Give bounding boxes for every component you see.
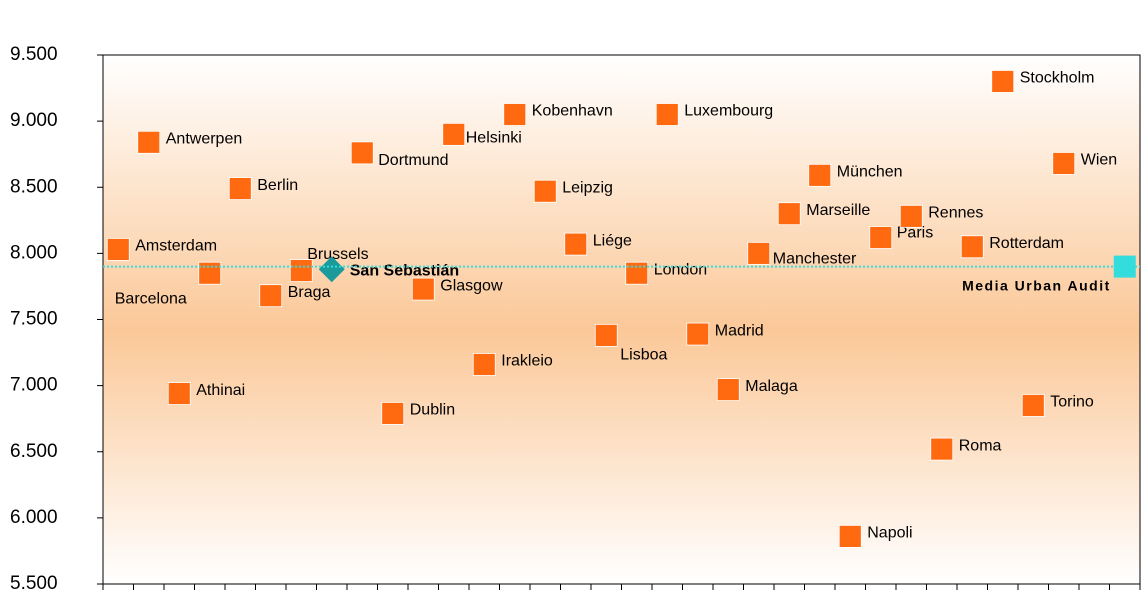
point-label: Torino — [1050, 394, 1094, 411]
point-label: Braga — [288, 284, 331, 301]
point-label: Brussels — [307, 246, 368, 263]
y-tick-label: 8.500 — [10, 176, 58, 197]
point — [930, 437, 954, 461]
highlight-marker — [318, 256, 345, 283]
point — [167, 382, 191, 405]
point — [899, 204, 923, 228]
point-label: Amsterdam — [135, 238, 217, 255]
point-label: Paris — [897, 225, 933, 242]
point-label: Madrid — [715, 322, 764, 339]
point-label: Stockholm — [1020, 70, 1095, 87]
y-tick-label: 8.000 — [10, 242, 58, 263]
plot-area — [102, 54, 1141, 585]
point-label: Helsinki — [466, 130, 522, 147]
point-label: Leipzig — [562, 179, 613, 196]
point — [838, 524, 862, 548]
point — [747, 241, 771, 265]
point-label: Malaga — [745, 378, 798, 395]
y-tick-label: 9.000 — [10, 110, 58, 131]
point — [625, 261, 649, 285]
point-label: Luxembourg — [684, 103, 773, 120]
point — [350, 141, 374, 165]
y-tick-label: 9.500 — [10, 44, 58, 65]
point — [503, 103, 527, 126]
y-tick-label: 7.000 — [10, 375, 58, 396]
point-label: Antwerpen — [166, 131, 243, 148]
point-label: Wien — [1081, 152, 1117, 169]
point — [716, 378, 740, 401]
point — [442, 122, 466, 146]
point-label: München — [837, 164, 903, 181]
y-tick-label: 5.500 — [10, 573, 58, 594]
point-label: Barcelona — [115, 290, 187, 307]
point — [259, 284, 283, 308]
point-label: Rotterdam — [989, 235, 1064, 252]
point — [1052, 152, 1076, 175]
point-label: Napoli — [867, 525, 912, 542]
point — [198, 261, 222, 285]
point — [411, 277, 435, 301]
point-label: Athinai — [196, 382, 245, 399]
point — [564, 232, 588, 256]
point — [655, 103, 679, 126]
point-label: Marseille — [806, 202, 870, 219]
point — [991, 70, 1015, 93]
point — [472, 353, 496, 376]
point — [960, 235, 984, 259]
point — [808, 163, 832, 187]
reference-marker — [1113, 255, 1136, 278]
y-tick-label: 6.500 — [10, 441, 58, 462]
point-label: Manchester — [773, 251, 857, 268]
point — [228, 177, 252, 200]
point-label: Dortmund — [378, 152, 448, 169]
point — [533, 179, 557, 203]
y-tick-label: 7.500 — [10, 309, 58, 330]
point — [777, 202, 801, 226]
y-tick-label: 6.000 — [10, 507, 58, 528]
point-label: Kobenhavn — [532, 103, 613, 120]
point-label: Dublin — [410, 402, 455, 419]
point — [1021, 394, 1045, 417]
point — [594, 323, 618, 347]
point-label: Lisboa — [620, 347, 667, 364]
point — [686, 322, 710, 346]
point — [289, 259, 313, 282]
point-label: Berlin — [257, 177, 298, 194]
point-label: Roma — [959, 437, 1002, 454]
point-label: London — [654, 261, 707, 278]
point — [869, 226, 893, 249]
reference-label: Media Urban Audit — [962, 277, 1111, 293]
point — [381, 401, 405, 425]
point-label: Glasgow — [440, 277, 503, 294]
point — [137, 130, 161, 154]
point — [106, 238, 130, 261]
point-label: Liége — [593, 232, 632, 249]
point-label: Irakleio — [501, 353, 553, 370]
point-label: Rennes — [928, 205, 983, 222]
